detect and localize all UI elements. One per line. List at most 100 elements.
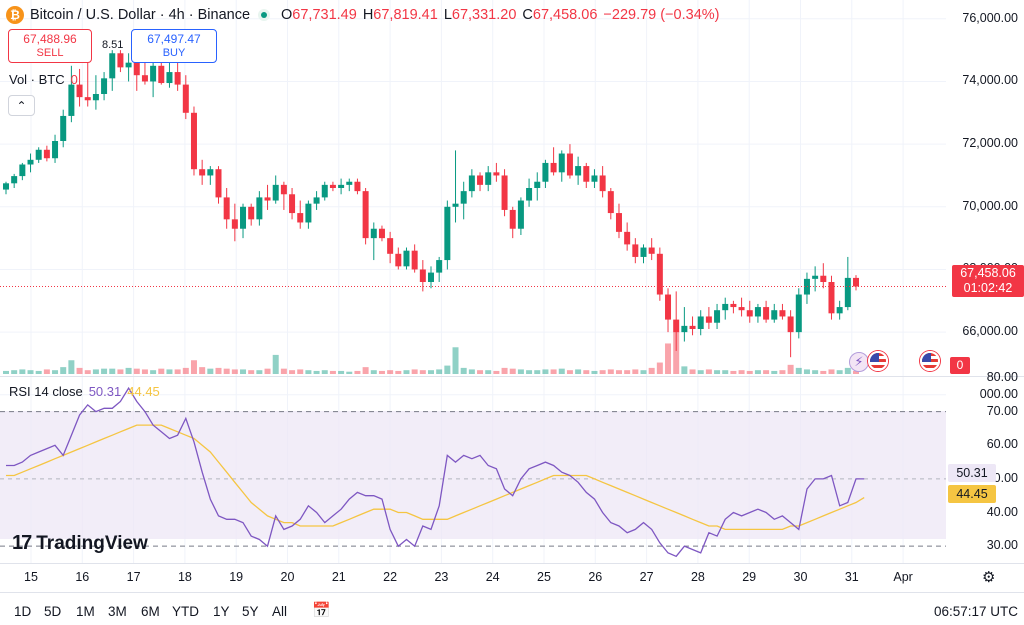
time-tick-label: 20 — [280, 570, 295, 584]
rsi-tick-label: 30.00 — [986, 538, 1018, 553]
candle-body — [158, 65, 165, 84]
low-value: 67,331.20 — [451, 7, 517, 23]
volume-bar — [624, 370, 631, 374]
time-tick-label: Apr — [893, 570, 913, 584]
candle-body — [779, 310, 786, 317]
lightning-event-icon[interactable]: ⚡ — [849, 352, 869, 372]
range-button-1m[interactable]: 1M — [76, 604, 95, 619]
sell-price: 67,488.96 — [23, 32, 77, 46]
volume-bar — [485, 370, 492, 374]
volume-bar — [117, 369, 124, 374]
volume-bar — [836, 370, 843, 374]
candle-body — [754, 307, 761, 317]
us-flag-event-icon[interactable] — [920, 351, 940, 371]
range-button-1d[interactable]: 1D — [14, 604, 32, 619]
us-flag-event-icon[interactable] — [868, 351, 888, 371]
volume-bar — [558, 368, 565, 374]
time-tick-label: 19 — [229, 570, 244, 584]
candle-body — [714, 310, 721, 323]
range-button-ytd[interactable]: YTD — [172, 604, 199, 619]
market-status-icon[interactable] — [258, 9, 271, 21]
candle-body — [272, 184, 279, 201]
volume-bar — [403, 370, 410, 374]
volume-bar — [141, 369, 148, 374]
volume-bar — [632, 369, 639, 374]
tradingview-logo[interactable]: 17 TradingView — [12, 532, 148, 555]
time-tick-label: 24 — [485, 570, 500, 584]
candle-body — [550, 162, 557, 173]
volume-bar — [697, 370, 704, 374]
volume-bar — [158, 368, 165, 374]
symbol-title[interactable]: Bitcoin / U.S. Dollar · 4h · Binance — [30, 7, 251, 23]
rsi-legend[interactable]: RSI 14 close 50.31 44.45 — [9, 384, 160, 399]
candle-body — [174, 72, 181, 85]
candle-body — [68, 84, 75, 116]
candle-body — [166, 72, 173, 84]
volume-bar — [493, 370, 500, 374]
close-label: C — [522, 7, 533, 23]
volume-bar — [550, 369, 557, 374]
volume-bar — [501, 367, 508, 374]
sell-button[interactable]: 67,488.96 SELL — [8, 29, 92, 63]
bottom-toolbar — [0, 592, 1024, 625]
volume-legend[interactable]: Vol · BTC 0 — [9, 72, 78, 87]
range-button-5y[interactable]: 5Y — [242, 604, 259, 619]
volume-bar — [648, 367, 655, 374]
time-tick-label: 27 — [639, 570, 654, 584]
candle-body — [526, 188, 533, 201]
rsi-ma-legend-value: 44.45 — [127, 384, 160, 399]
volume-bar — [477, 370, 484, 374]
time-tick-label: 21 — [331, 570, 346, 584]
range-button-3m[interactable]: 3M — [108, 604, 127, 619]
candle-body — [738, 307, 745, 311]
volume-bar — [509, 368, 516, 374]
volume-bar — [256, 370, 263, 374]
candle-body — [803, 278, 810, 295]
candle-body — [43, 149, 50, 159]
countdown-value: 01:02:42 — [963, 281, 1013, 295]
volume-bar — [52, 370, 59, 374]
candle-body — [150, 65, 157, 82]
volume-bar — [329, 370, 336, 374]
utc-clock[interactable]: 06:57:17 UTC — [933, 604, 1018, 619]
volume-bar — [125, 367, 132, 374]
candle-body — [722, 303, 729, 311]
gear-icon[interactable]: ⚙ — [982, 569, 996, 586]
collapse-legend-button[interactable]: ⌃ — [8, 95, 35, 116]
candle-body — [493, 172, 500, 176]
volume-bar — [656, 362, 663, 374]
candle-body — [485, 172, 492, 185]
range-button-1y[interactable]: 1Y — [213, 604, 230, 619]
candle-body — [812, 275, 819, 279]
candle-body — [215, 169, 222, 198]
volume-bar — [346, 371, 353, 374]
candle-body — [681, 325, 688, 333]
volume-legend-label: Vol · BTC — [9, 72, 65, 87]
buy-button[interactable]: 67,497.47 BUY — [131, 29, 217, 63]
close-value: 67,458.06 — [532, 7, 598, 23]
candle-body — [730, 303, 737, 308]
range-button-5d[interactable]: 5D — [44, 604, 62, 619]
candle-body — [468, 175, 475, 192]
volume-legend-value: 0 — [70, 72, 78, 87]
range-button-6m[interactable]: 6M — [141, 604, 160, 619]
volume-bar — [76, 367, 83, 374]
calendar-goto-icon[interactable]: 📅 — [312, 602, 331, 619]
rsi-tick-label: 60.00 — [986, 437, 1018, 452]
candle-body — [289, 194, 296, 214]
volume-bar — [665, 343, 672, 374]
volume-bar — [43, 369, 50, 374]
price-tick-label: 000.00 — [979, 386, 1018, 401]
candle-body — [795, 294, 802, 333]
candle-body — [460, 191, 467, 204]
buy-price: 67,497.47 — [147, 32, 201, 46]
rsi-legend-label: RSI 14 close — [9, 384, 83, 399]
range-button-all[interactable]: All — [272, 604, 288, 619]
volume-bar — [583, 370, 590, 374]
volume-bar — [779, 370, 786, 374]
candles — [3, 50, 859, 358]
volume-bar — [280, 368, 287, 374]
volume-bar — [289, 370, 296, 374]
volume-bar — [828, 369, 835, 374]
